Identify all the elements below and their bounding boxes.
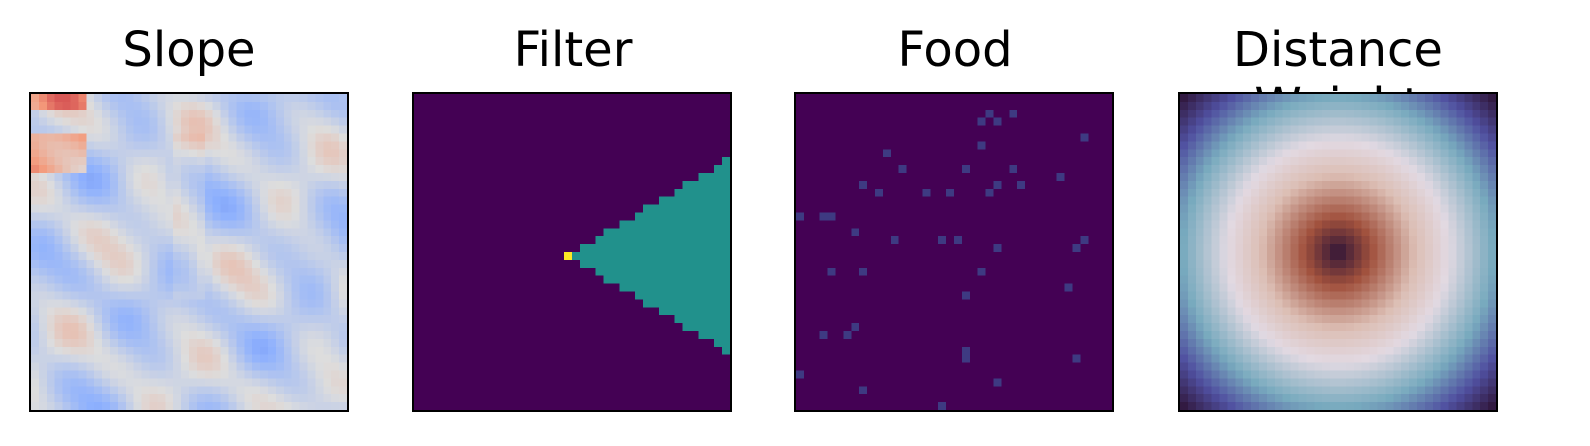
- slope-panel: Slope: [0, 0, 384, 446]
- food-heatmap: [794, 92, 1114, 412]
- food-heatmap-canvas: [796, 94, 1112, 410]
- filter-heatmap-canvas: [414, 94, 730, 410]
- distance-weight-panel: Distance Weight: [1143, 0, 1533, 446]
- food-panel: Food: [760, 0, 1150, 446]
- distance-weight-heatmap-canvas: [1180, 94, 1496, 410]
- slope-heatmap-canvas: [31, 94, 347, 410]
- food-title: Food: [897, 22, 1013, 78]
- distance-weight-heatmap: [1178, 92, 1498, 412]
- slope-heatmap: [29, 92, 349, 412]
- filter-panel: Filter: [378, 0, 768, 446]
- filter-heatmap: [412, 92, 732, 412]
- filter-title: Filter: [513, 22, 633, 78]
- slope-title: Slope: [122, 22, 256, 78]
